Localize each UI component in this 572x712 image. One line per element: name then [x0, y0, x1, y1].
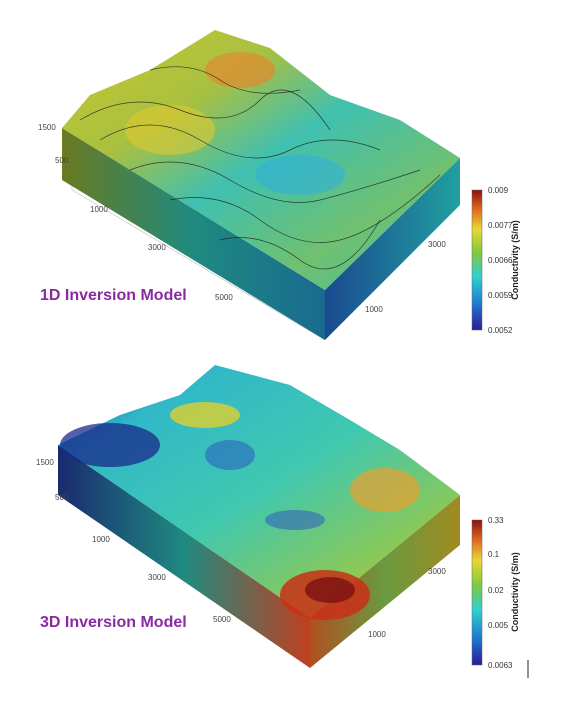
- colorbar-tick: 0.02: [488, 586, 504, 595]
- axis-label: 1000: [365, 305, 383, 314]
- axis-label: 1500: [38, 123, 56, 132]
- panel-title: 3D Inversion Model: [40, 614, 187, 631]
- axis-label: 1000: [368, 630, 386, 639]
- axis-label: 3000: [428, 240, 446, 249]
- axis-label: 500: [55, 493, 69, 502]
- axis-label: 1000: [90, 205, 108, 214]
- axis-label: 3000: [148, 573, 166, 582]
- colorbar-2: 0.33 0.1 0.02 0.005 0.0063 Conductivity …: [471, 516, 520, 670]
- colorbar-tick: 0.0052: [488, 326, 513, 335]
- colorbar-tick: 0.1: [488, 550, 500, 559]
- model-3d: [58, 365, 460, 668]
- colorbar-label: Conductivity (S/m): [510, 220, 520, 300]
- axis-label: 5000: [215, 293, 233, 302]
- panel-title: 1D Inversion Model: [40, 287, 187, 304]
- model-1d: [62, 30, 460, 341]
- colorbar-label: Conductivity (S/m): [510, 552, 520, 632]
- axis-labels-1: 1500 500 1000 3000 5000 3000 1000: [38, 123, 446, 314]
- axis-labels-2: 1500 500 1000 3000 5000 3000 1000: [36, 458, 446, 639]
- colorbar-tick: 0.33: [488, 516, 504, 525]
- axis-label: 1000: [92, 535, 110, 544]
- colorbar-tick: 0.005: [488, 621, 509, 630]
- colorbar-tick: 0.0066: [488, 256, 513, 265]
- colorbar-1: 0.009 0.0077 0.0066 0.0059 0.0052 Conduc…: [471, 186, 520, 335]
- axis-label: 500: [55, 156, 69, 165]
- axis-label: 3000: [148, 243, 166, 252]
- axis-label: 3000: [428, 567, 446, 576]
- axis-label: 1500: [36, 458, 54, 467]
- axis-label: 5000: [213, 615, 231, 624]
- colorbar-tick: 0.0059: [488, 291, 513, 300]
- colorbar-tick: 0.0063: [488, 661, 513, 670]
- colorbar-tick: 0.0077: [488, 221, 513, 230]
- colorbar-tick: 0.009: [488, 186, 509, 195]
